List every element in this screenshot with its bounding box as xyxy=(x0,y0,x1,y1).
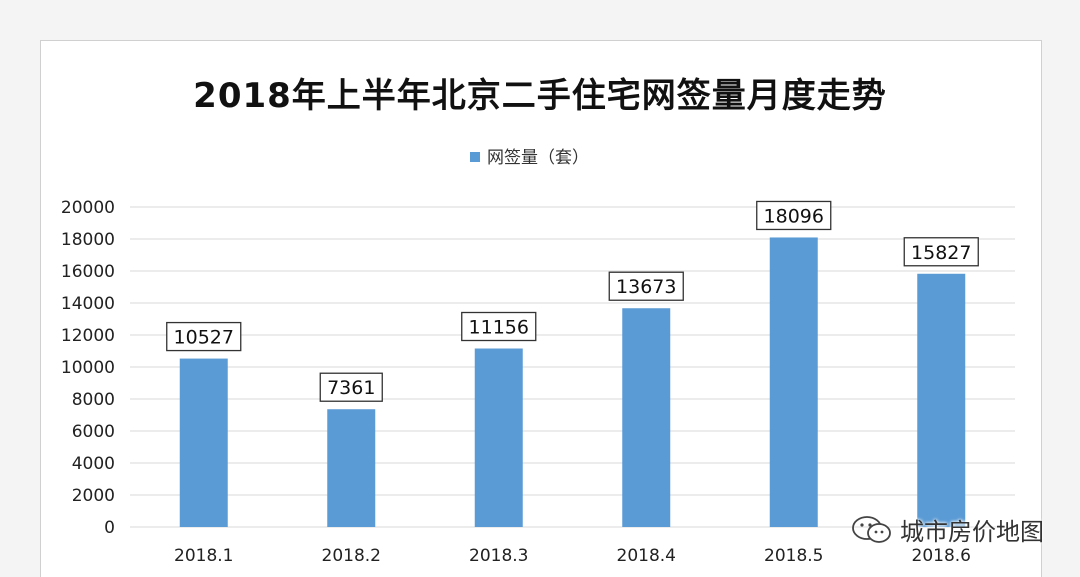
data-label-box xyxy=(608,271,684,301)
data-label-box xyxy=(319,372,383,402)
y-axis-ticks: 0 2000 4000 6000 8000 10000 12000 14000 16000 180… xyxy=(61,198,115,538)
legend-swatch xyxy=(470,152,480,162)
data-labels: 10527 7361 11156 13673 18096 15827 xyxy=(166,200,979,402)
bar xyxy=(327,409,376,527)
y-tick-label: 2000 xyxy=(72,486,115,506)
y-tick-label: 12000 xyxy=(61,326,115,346)
wechat-icon xyxy=(850,515,894,545)
gridlines xyxy=(130,206,1015,528)
y-tick-label: 18000 xyxy=(61,230,115,250)
data-label-box xyxy=(756,200,832,231)
data-label: 10527 xyxy=(174,327,234,349)
data-label: 15827 xyxy=(911,242,971,264)
legend: 网签量（套） xyxy=(470,148,589,168)
y-tick-label: 8000 xyxy=(72,390,115,410)
bars xyxy=(179,237,966,528)
x-tick-label: 2018.1 xyxy=(174,546,233,566)
legend-label: 网签量（套） xyxy=(487,148,589,168)
y-tick-label: 16000 xyxy=(61,262,115,282)
data-label: 11156 xyxy=(469,317,529,339)
chart-title: 2018年上半年北京二手住宅网签量月度走势 xyxy=(193,76,887,116)
bar xyxy=(179,358,228,527)
data-label: 18096 xyxy=(764,205,824,227)
data-label: 13673 xyxy=(616,276,676,298)
watermark-text: 城市房价地图 xyxy=(900,518,1044,546)
watermark: 城市房价地图 xyxy=(850,512,1044,547)
data-label: 7361 xyxy=(327,377,375,399)
data-label-box xyxy=(461,311,537,342)
x-tick-label: 2018.4 xyxy=(617,546,676,566)
bar xyxy=(622,308,671,527)
y-tick-label: 14000 xyxy=(61,294,115,314)
y-tick-label: 20000 xyxy=(61,198,115,218)
bar xyxy=(917,273,966,527)
y-tick-label: 4000 xyxy=(72,454,115,474)
x-tick-label: 2018.5 xyxy=(764,546,823,566)
data-label-box xyxy=(166,321,242,352)
x-tick-label: 2018.2 xyxy=(322,546,381,566)
x-tick-label: 2018.3 xyxy=(469,546,528,566)
bar xyxy=(769,237,818,528)
data-label-box xyxy=(903,237,979,267)
x-axis-labels: 2018.1 2018.2 2018.3 2018.4 2018.5 2018.6 xyxy=(174,546,971,566)
x-tick-label: 2018.6 xyxy=(912,546,971,566)
y-tick-label: 6000 xyxy=(72,422,115,442)
y-tick-label: 0 xyxy=(104,518,115,538)
bar xyxy=(474,348,523,527)
y-tick-label: 10000 xyxy=(61,358,115,378)
